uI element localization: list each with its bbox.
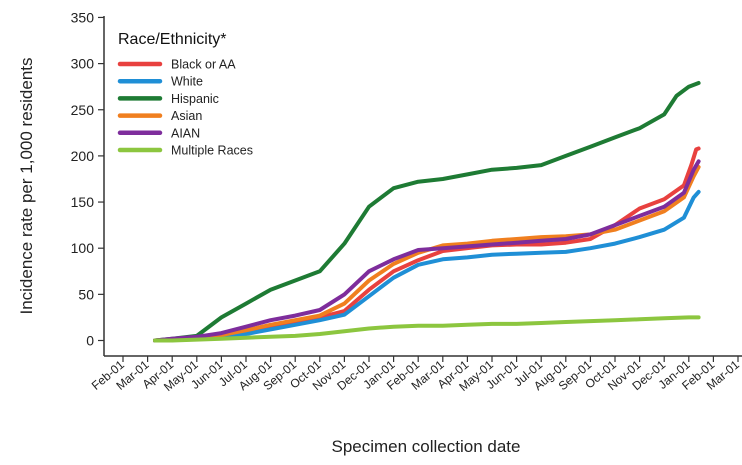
series-line-aian (153, 159, 701, 343)
legend-label: AIAN (171, 126, 200, 140)
legend-label: Multiple Races (171, 144, 253, 158)
x-axis-title: Specimen collection date (331, 437, 520, 456)
y-tick-label: 250 (71, 102, 95, 118)
y-tick-label: 300 (71, 56, 95, 72)
y-tick-label: 150 (71, 194, 95, 210)
series-line-multiple-races (153, 315, 701, 343)
y-tick-label: 350 (71, 9, 95, 25)
legend-label: Black or AA (171, 58, 236, 72)
legend: Race/Ethnicity* Black or AA White Hispanic… (117, 31, 253, 158)
series-lines (153, 81, 701, 343)
series-line-asian (153, 165, 701, 343)
x-axis-ticks: Feb-01Mar-01Apr-01May-01Jun-01Jul-01Aug-… (89, 356, 742, 394)
y-axis-ticks: 0 50 100 150 200 250 300 350 (71, 9, 104, 349)
y-axis-title: Incidence rate per 1,000 residents (17, 57, 36, 314)
legend-label: Asian (171, 109, 202, 123)
series-line-white (153, 189, 701, 343)
y-tick-label: 50 (78, 286, 94, 302)
y-tick-label: 0 (86, 333, 94, 349)
series-line-hispanic (153, 81, 701, 343)
y-tick-label: 100 (71, 240, 95, 256)
legend-label: Hispanic (171, 92, 219, 106)
legend-label: White (171, 75, 203, 89)
legend-title: Race/Ethnicity* (118, 31, 227, 48)
y-tick-label: 200 (71, 148, 95, 164)
